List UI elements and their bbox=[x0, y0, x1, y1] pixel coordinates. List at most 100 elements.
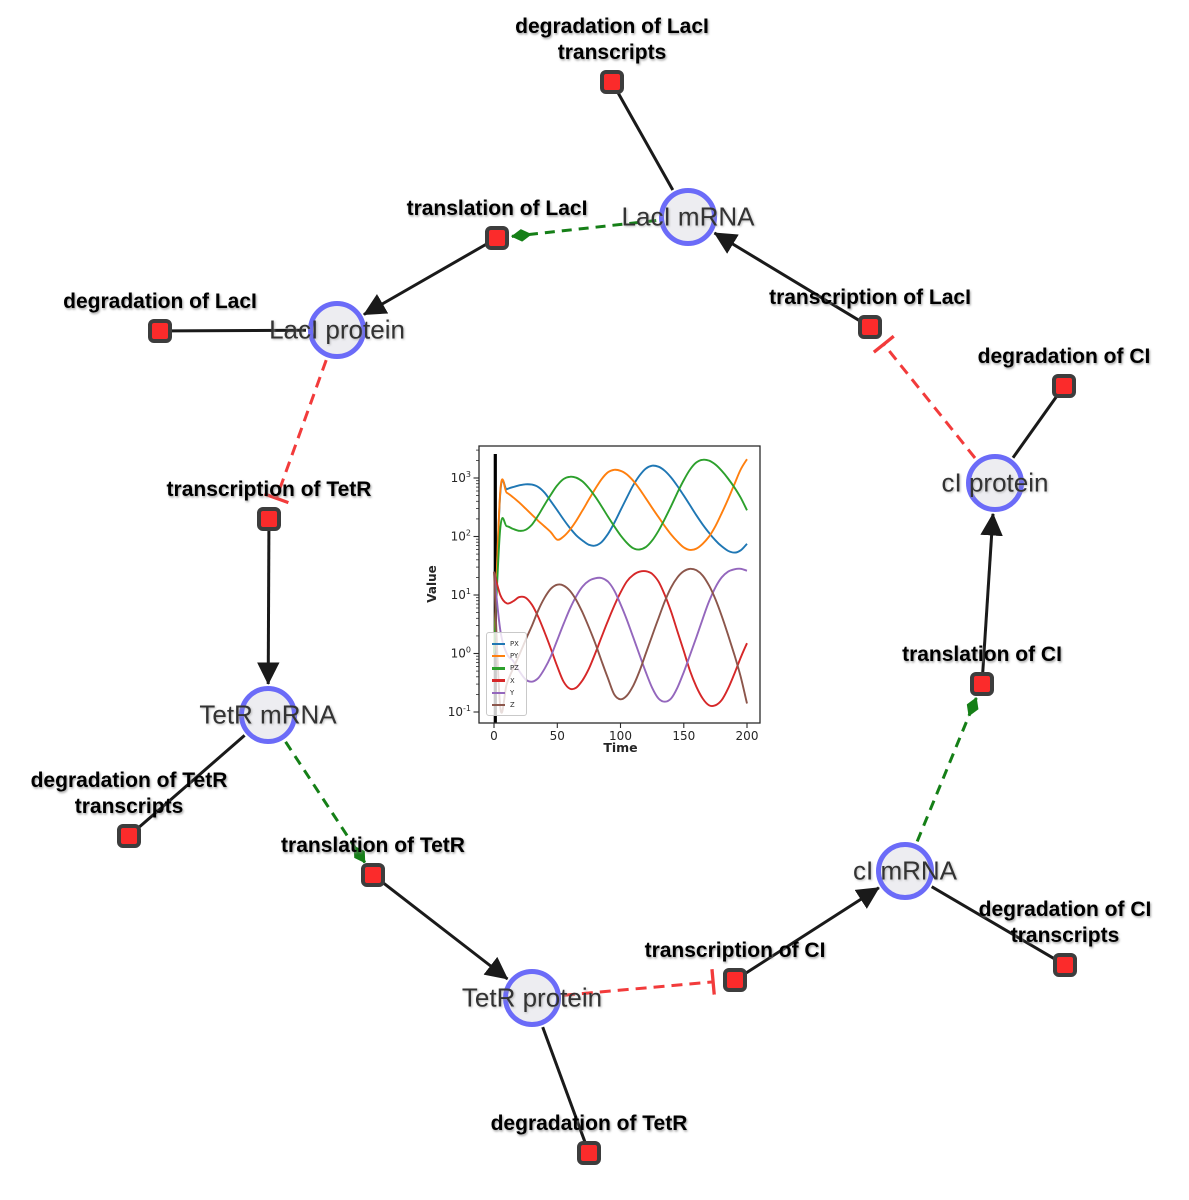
x-axis-title: Time bbox=[603, 740, 637, 755]
legend-item: Y bbox=[492, 687, 521, 699]
series-line-PZ bbox=[493, 458, 748, 654]
reaction-label-line: transcripts bbox=[74, 794, 184, 818]
reaction-label-line: translation of CI bbox=[902, 642, 1062, 666]
species-label-laci-mrna: LacI mRNA bbox=[621, 201, 755, 232]
series-line-Z bbox=[493, 567, 748, 714]
edge-reactant-laci-mrna-to-deg-laci-tx bbox=[616, 90, 675, 191]
reaction-label-line: transcripts bbox=[557, 40, 667, 64]
species-node-laci-protein[interactable] bbox=[308, 301, 366, 359]
reaction-node-transl-ci[interactable] bbox=[970, 672, 994, 696]
reaction-node-deg-ci-tx[interactable] bbox=[1053, 953, 1077, 977]
species-node-ci-protein[interactable] bbox=[966, 454, 1024, 512]
legend-item: PZ bbox=[492, 662, 521, 674]
edge-inhibitor-ci-protein-to-tx-laci bbox=[872, 334, 977, 459]
x-tick-label: 50 bbox=[550, 729, 565, 743]
series-line-PX bbox=[493, 464, 748, 654]
y-tick-label: 10-1 bbox=[448, 704, 471, 719]
legend-label: X bbox=[510, 676, 515, 685]
y-tick-label: 101 bbox=[451, 587, 471, 602]
species-label-tetr-protein: TetR protein bbox=[461, 982, 603, 1013]
edge-inhibitor-laci-protein-to-tx-tetr bbox=[263, 359, 328, 505]
edge-reactant-tetr-protein-to-deg-tetr bbox=[541, 1026, 587, 1144]
x-tick-label: 200 bbox=[736, 729, 759, 743]
legend-item: PY bbox=[492, 650, 521, 662]
edge-product-tx-ci-to-ci-mrna bbox=[743, 886, 880, 976]
reaction-label-line: translation of LacI bbox=[406, 196, 588, 220]
reaction-label-transl-tetr: translation of TetR bbox=[281, 833, 465, 859]
reaction-label-tx-ci: transcription of CI bbox=[645, 938, 826, 964]
reaction-label-deg-laci: degradation of LacI bbox=[63, 289, 257, 315]
y-axis-title: Value bbox=[425, 565, 439, 603]
edge-inhibitor-tetr-protein-to-tx-ci bbox=[563, 969, 716, 997]
reaction-label-transl-ci: translation of CI bbox=[902, 642, 1062, 668]
reaction-label-line: transcripts bbox=[1010, 923, 1120, 947]
reaction-node-deg-laci-tx[interactable] bbox=[600, 70, 624, 94]
edge-product-transl-tetr-to-tetr-protein bbox=[380, 880, 509, 981]
legend-line-swatch-Y bbox=[492, 691, 505, 694]
edge-product-tx-laci-to-laci-mrna bbox=[713, 231, 862, 323]
reaction-label-line: transcription of LacI bbox=[769, 285, 971, 309]
series-line-PY bbox=[493, 458, 748, 654]
timeseries-inset-chart: 10-1 100 101 102 103 0 50 100 150 200 Time Value bbox=[425, 445, 761, 755]
reaction-node-tx-laci[interactable] bbox=[858, 315, 882, 339]
edge-reactant-ci-protein-to-deg-ci bbox=[1011, 394, 1059, 459]
legend-label: Z bbox=[510, 700, 515, 709]
reaction-label-deg-ci-tx: degradation of CI transcripts bbox=[979, 897, 1152, 949]
reaction-label-line: degradation of TetR bbox=[30, 768, 228, 792]
reaction-node-deg-ci[interactable] bbox=[1052, 374, 1076, 398]
species-node-tetr-protein[interactable] bbox=[503, 969, 561, 1027]
reaction-label-line: degradation of LacI bbox=[63, 289, 257, 313]
reaction-node-tx-ci[interactable] bbox=[723, 968, 747, 992]
edge-modifier-ci-mrna-to-transl-ci bbox=[915, 697, 979, 842]
legend-item: X bbox=[492, 675, 521, 687]
reaction-node-deg-tetr[interactable] bbox=[577, 1141, 601, 1165]
edge-product-tx-tetr-to-tetr-mrna bbox=[257, 529, 280, 685]
reaction-label-line: degradation of CI bbox=[977, 344, 1151, 368]
x-tick-label: 100 bbox=[609, 729, 632, 743]
reaction-label-transl-laci: translation of LacI bbox=[407, 196, 588, 222]
y-tick-label: 102 bbox=[451, 529, 471, 544]
edge-modifier-laci-mrna-to-transl-laci bbox=[511, 219, 657, 242]
x-tick-label: 150 bbox=[672, 729, 695, 743]
legend-item: PX bbox=[492, 638, 521, 650]
series-line-Y bbox=[493, 567, 748, 703]
reaction-label-line: degradation of CI bbox=[978, 897, 1152, 921]
species-node-ci-mrna[interactable] bbox=[876, 842, 934, 900]
legend-line-swatch-PY bbox=[492, 654, 505, 658]
reaction-label-tx-tetr: transcription of TetR bbox=[167, 477, 372, 503]
species-node-tetr-mrna[interactable] bbox=[239, 686, 297, 744]
y-tick-label: 103 bbox=[451, 470, 471, 485]
reaction-label-deg-laci-tx: degradation of LacI transcripts bbox=[515, 14, 709, 66]
y-tick-label: 100 bbox=[451, 646, 471, 661]
reaction-label-tx-laci: transcription of LacI bbox=[769, 285, 971, 311]
legend-label: Y bbox=[510, 688, 515, 697]
reaction-node-tx-tetr[interactable] bbox=[257, 507, 281, 531]
reaction-label-line: transcription of CI bbox=[644, 938, 826, 962]
x-tick-label: 0 bbox=[490, 729, 498, 743]
reaction-label-line: translation of TetR bbox=[281, 833, 465, 857]
species-label-ci-mrna: cI mRNA bbox=[853, 855, 957, 886]
legend-line-swatch-PZ bbox=[492, 667, 505, 670]
legend-item: Z bbox=[492, 699, 521, 711]
reaction-label-line: degradation of TetR bbox=[490, 1111, 688, 1135]
reaction-label-line: transcription of TetR bbox=[166, 477, 372, 501]
reaction-label-line: degradation of LacI bbox=[515, 14, 709, 38]
reaction-label-deg-ci: degradation of CI bbox=[978, 344, 1151, 370]
edge-reactant-laci-protein-to-deg-laci bbox=[170, 328, 307, 333]
legend-label: PZ bbox=[510, 664, 519, 673]
reaction-node-transl-tetr[interactable] bbox=[361, 863, 385, 887]
legend-label: PY bbox=[510, 652, 519, 661]
reaction-node-deg-laci[interactable] bbox=[148, 319, 172, 343]
reaction-label-deg-tetr-tx: degradation of TetR transcripts bbox=[31, 768, 228, 820]
reaction-label-deg-tetr: degradation of TetR bbox=[491, 1111, 688, 1137]
legend-label: PX bbox=[510, 640, 519, 648]
species-label-laci-protein: LacI protein bbox=[269, 314, 405, 345]
species-label-ci-protein: cI protein bbox=[941, 467, 1049, 498]
species-label-tetr-mrna: TetR mRNA bbox=[199, 699, 337, 730]
edge-reactant-tetr-mrna-to-deg-tetr-tx bbox=[136, 734, 246, 830]
edge-product-transl-laci-to-laci-protein bbox=[363, 242, 489, 316]
reaction-node-transl-laci[interactable] bbox=[485, 226, 509, 250]
species-node-laci-mrna[interactable] bbox=[659, 188, 717, 246]
reaction-node-deg-tetr-tx[interactable] bbox=[117, 824, 141, 848]
